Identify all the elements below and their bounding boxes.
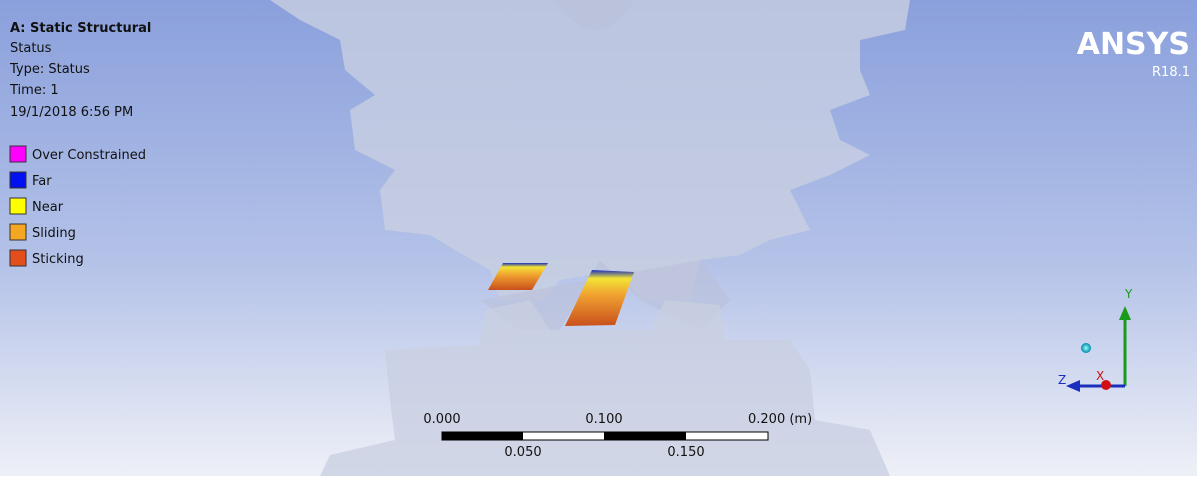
- header-line: Type: Status: [9, 62, 90, 77]
- axis-label: Z: [1058, 373, 1066, 387]
- scale-label: 0.100: [585, 412, 622, 427]
- logo: ANSYS: [1077, 27, 1190, 62]
- scale-bar-segment: [604, 432, 686, 440]
- legend-swatch: [10, 250, 26, 266]
- scale-label: 0.150: [667, 445, 704, 460]
- triad-sphere: [1081, 343, 1091, 353]
- legend-swatch: [10, 172, 26, 188]
- axis-label: X: [1096, 369, 1104, 383]
- legend-label: Over Constrained: [32, 148, 146, 163]
- scale-label: 0.200 (m): [748, 412, 812, 427]
- scale-bar-segment: [442, 432, 523, 440]
- logo-version: R18.1: [1152, 65, 1190, 80]
- legend-swatch: [10, 198, 26, 214]
- legend-label: Near: [32, 200, 64, 215]
- viewport: A: Static Structural Status Type: Status…: [0, 0, 1197, 476]
- legend-swatch: [10, 224, 26, 240]
- axis-label: Y: [1124, 287, 1133, 301]
- legend-label: Sticking: [32, 252, 84, 267]
- header-line: Status: [10, 41, 52, 56]
- page: A: Static Structural Status Type: Status…: [0, 0, 1197, 476]
- scale-label: 0.000: [423, 412, 460, 427]
- header-line: Time: 1: [9, 83, 59, 98]
- scale-label: 0.050: [504, 445, 541, 460]
- legend-swatch: [10, 146, 26, 162]
- header-title: A: Static Structural: [10, 21, 151, 36]
- header-line: 19/1/2018 6:56 PM: [10, 105, 133, 120]
- legend-label: Far: [32, 174, 52, 189]
- legend-label: Sliding: [32, 226, 76, 241]
